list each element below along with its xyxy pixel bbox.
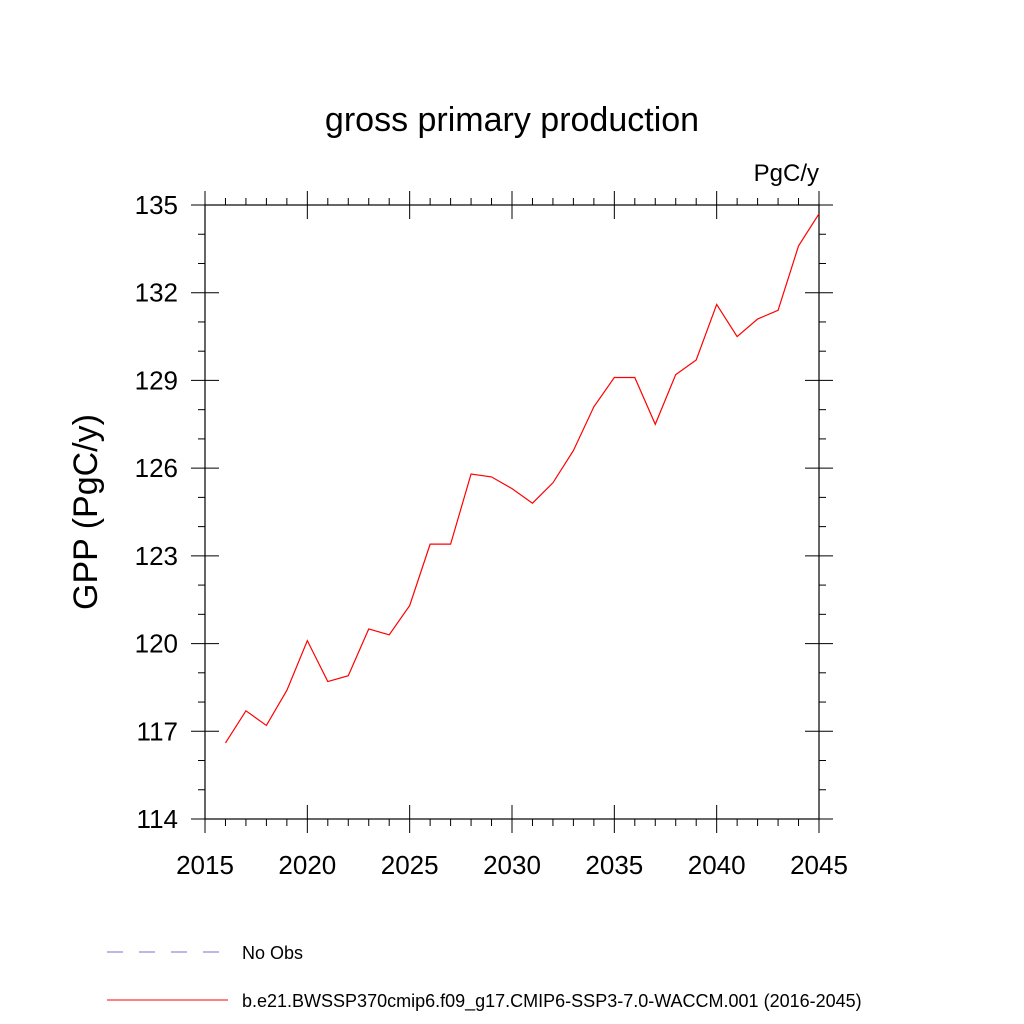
y-tick-label: 126 (135, 453, 178, 483)
y-tick-label: 120 (135, 629, 178, 659)
y-axis: 114 117 120 123 126 129 132 135 (135, 190, 833, 834)
y-tick-label: 117 (137, 716, 178, 746)
y-tick-label: 123 (135, 541, 178, 571)
y-tick-label: 129 (135, 365, 178, 395)
chart-title: gross primary production (325, 101, 699, 139)
plot-frame (204, 204, 820, 820)
legend: No Obs b.e21.BWSSP370cmip6.f09_g17.CMIP6-… (107, 943, 862, 1012)
y-axis-label: GPP (PgC/y) (67, 414, 105, 610)
x-tick-label: 2025 (381, 850, 439, 880)
units-label: PgC/y (754, 160, 819, 187)
y-tick-label: 132 (135, 278, 178, 308)
x-tick-label: 2015 (176, 850, 234, 880)
x-tick-label: 2045 (790, 850, 848, 880)
x-tick-label: 2040 (688, 850, 746, 880)
y-tick-label: 114 (137, 804, 178, 834)
y-tick-label: 135 (135, 190, 178, 220)
legend-label: No Obs (242, 943, 303, 963)
x-axis: 2015 2020 2025 2030 2035 2040 2045 (176, 191, 848, 880)
x-tick-label: 2035 (585, 850, 643, 880)
x-tick-label: 2030 (483, 850, 541, 880)
series-line (224, 213, 820, 744)
x-tick-label: 2020 (278, 850, 336, 880)
legend-label: b.e21.BWSSP370cmip6.f09_g17.CMIP6-SSP3-7… (242, 991, 862, 1012)
series-layer (224, 213, 820, 744)
